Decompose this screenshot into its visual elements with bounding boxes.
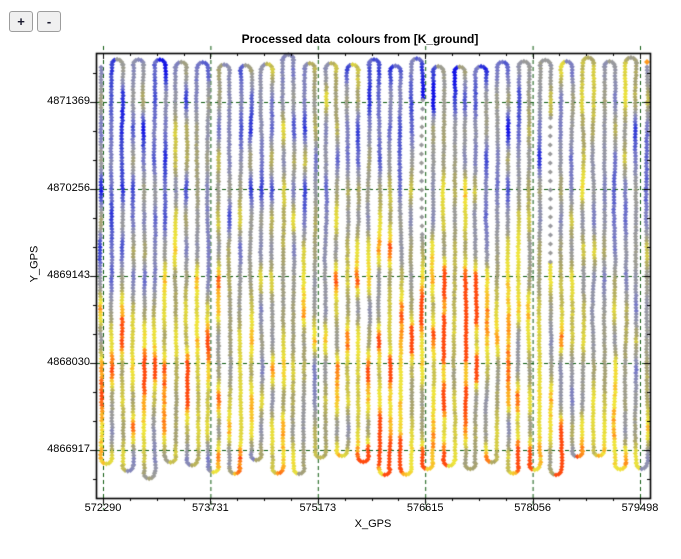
y-tick-label: 4869143 — [47, 269, 90, 281]
x-tick-label: 575173 — [299, 502, 337, 514]
zoom-out-button[interactable]: - — [37, 11, 61, 32]
zoom-in-button[interactable]: + — [9, 11, 33, 32]
plot-title: Processed data colours from [K_ground] — [241, 32, 479, 46]
x-tick-label: 578056 — [514, 502, 551, 514]
x-tick-label: 572290 — [84, 502, 122, 514]
x-tick-label: 576615 — [406, 502, 444, 514]
y-tick-label: 4871369 — [47, 95, 90, 107]
x-tick-label: 573731 — [192, 502, 229, 514]
y-tick-label: 4868030 — [47, 356, 90, 368]
x-axis-label: X_GPS — [354, 518, 392, 530]
x-tick-label: 579498 — [621, 502, 659, 514]
y-tick-label: 4870256 — [47, 182, 90, 194]
y-tick-label: 4866917 — [47, 443, 90, 455]
